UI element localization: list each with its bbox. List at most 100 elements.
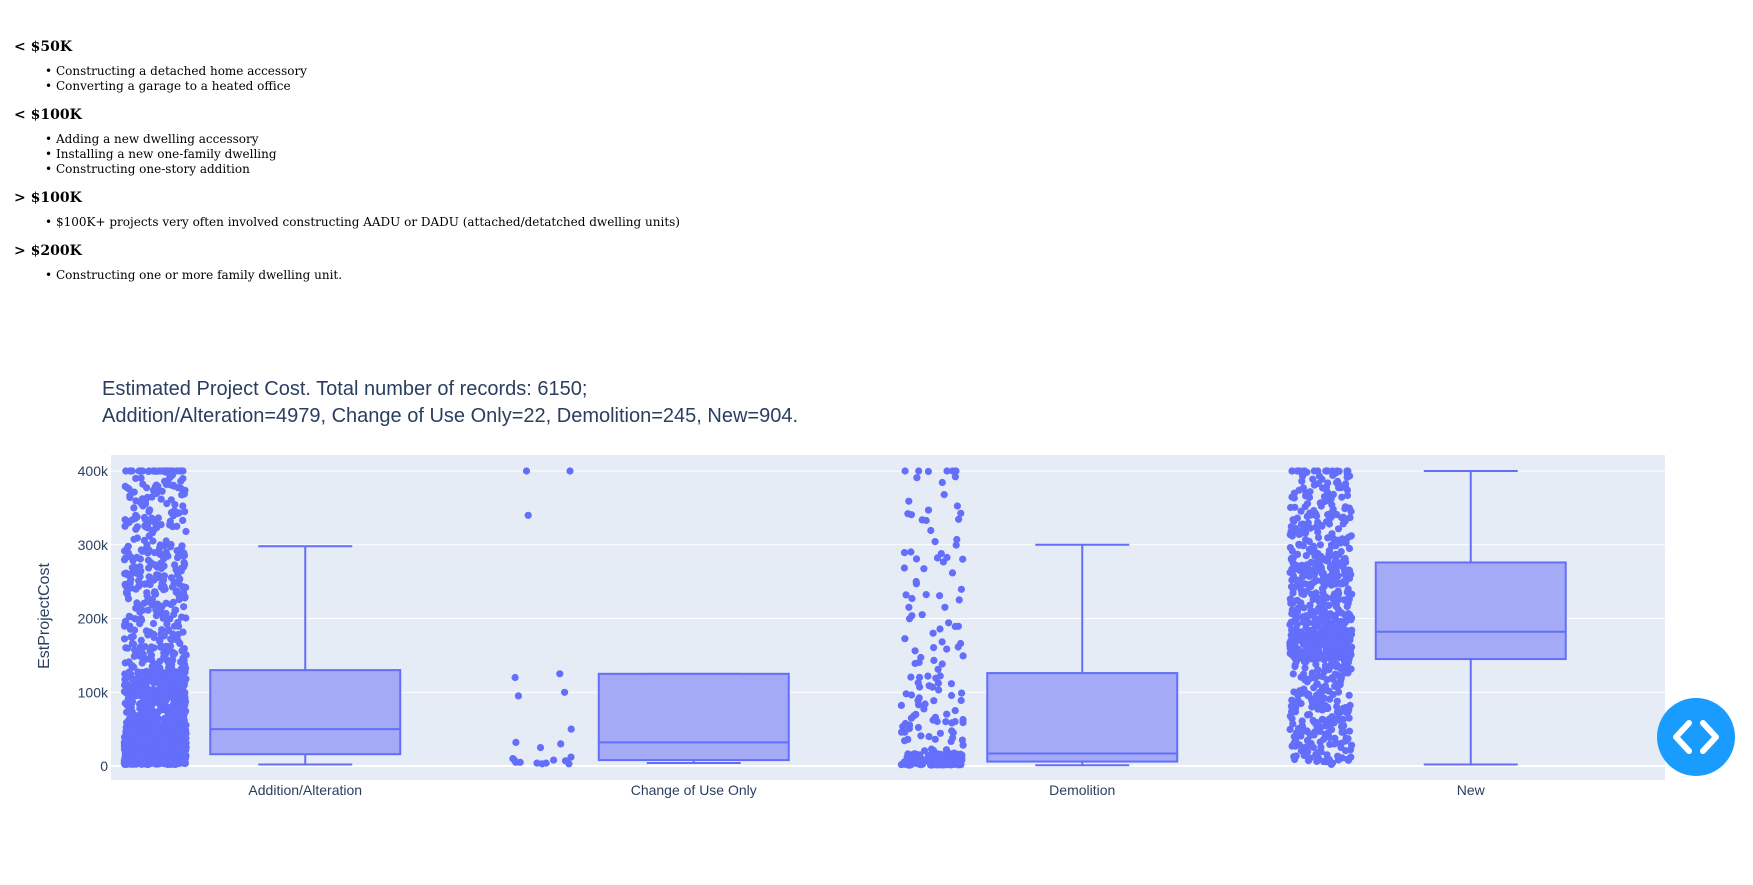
data-point — [126, 492, 134, 500]
data-point — [924, 672, 932, 680]
data-point — [179, 516, 187, 524]
data-point — [1309, 592, 1317, 600]
data-point — [902, 591, 910, 599]
data-point — [1323, 579, 1331, 587]
data-point — [957, 509, 965, 517]
data-point — [1327, 572, 1335, 580]
data-point — [124, 719, 132, 727]
data-point — [1341, 517, 1349, 525]
data-point — [182, 583, 190, 592]
data-point — [148, 599, 156, 607]
data-point — [182, 721, 190, 729]
note-item: Converting a garage to a heated office — [45, 79, 680, 94]
data-point — [120, 635, 129, 643]
data-point — [157, 559, 165, 567]
data-point — [125, 750, 133, 758]
data-point — [1288, 576, 1296, 584]
data-point — [1313, 607, 1322, 615]
data-point — [1321, 730, 1329, 738]
data-point — [1298, 722, 1306, 730]
data-point — [938, 660, 946, 668]
data-point — [1326, 514, 1334, 522]
data-point — [130, 725, 138, 733]
data-point — [152, 755, 160, 764]
data-point — [925, 733, 933, 741]
data-point — [1342, 480, 1350, 488]
data-point — [1312, 616, 1320, 624]
data-point — [179, 628, 187, 636]
data-point — [171, 650, 179, 658]
data-point — [912, 577, 920, 586]
data-point — [908, 594, 916, 603]
data-point — [1325, 520, 1333, 528]
data-point — [150, 517, 158, 526]
data-point — [1304, 567, 1313, 576]
data-point — [1288, 467, 1296, 475]
data-point — [1314, 533, 1323, 542]
data-point — [145, 532, 153, 540]
data-point — [900, 549, 909, 557]
data-point — [922, 516, 930, 525]
code-toggle-button[interactable] — [1657, 698, 1735, 776]
data-point — [171, 561, 179, 569]
data-point — [943, 467, 951, 475]
data-point — [1306, 601, 1314, 609]
data-point — [1338, 535, 1346, 543]
data-point — [1322, 718, 1330, 726]
data-point — [914, 697, 922, 705]
data-point — [958, 756, 966, 764]
data-point — [1306, 524, 1314, 532]
data-points — [120, 467, 1356, 769]
data-point — [1338, 493, 1346, 501]
note-item: Constructing a detached home accessory — [45, 64, 680, 79]
data-point — [136, 617, 144, 625]
data-point — [151, 467, 159, 475]
note-item: $100K+ projects very often involved cons… — [45, 215, 680, 230]
data-point — [153, 523, 161, 532]
data-point — [918, 611, 926, 619]
data-point — [158, 642, 167, 651]
data-point — [1324, 534, 1332, 542]
data-point — [1310, 507, 1318, 515]
data-point — [166, 517, 174, 525]
data-point — [951, 473, 960, 481]
chart-title-line-2: Addition/Alteration=4979, Change of Use … — [102, 405, 799, 427]
axes: 0 100k 200k 300k 400k Addition/Alteration Chan… — [78, 463, 1486, 798]
data-point — [1293, 646, 1301, 654]
data-point — [167, 496, 175, 504]
data-point — [1297, 507, 1305, 515]
data-point — [174, 636, 182, 645]
data-point — [1324, 479, 1332, 487]
data-point — [144, 579, 152, 587]
data-point — [1313, 512, 1321, 520]
data-point — [1334, 671, 1342, 679]
data-point — [1332, 540, 1340, 548]
data-point — [146, 506, 154, 514]
data-point — [150, 561, 159, 569]
data-point — [959, 555, 967, 563]
data-point — [130, 663, 138, 671]
data-point — [1333, 703, 1341, 711]
data-point — [145, 749, 153, 757]
data-point — [1323, 488, 1331, 496]
data-point — [921, 700, 929, 708]
data-point — [125, 668, 133, 676]
data-point — [1345, 691, 1353, 699]
note-list-under-100k: Adding a new dwelling accessory Installi… — [14, 132, 680, 177]
data-point — [935, 686, 943, 694]
data-point — [514, 692, 523, 700]
data-point — [930, 746, 938, 755]
data-point — [137, 474, 145, 482]
data-point — [1304, 711, 1312, 719]
data-point — [144, 606, 152, 614]
data-point — [1287, 523, 1295, 531]
data-point — [156, 636, 164, 644]
data-point — [1291, 661, 1299, 669]
data-point — [937, 550, 945, 558]
data-point — [949, 729, 957, 737]
data-point — [1299, 618, 1307, 626]
data-point — [1289, 720, 1297, 728]
data-point — [170, 507, 178, 515]
data-point — [1296, 687, 1304, 695]
data-point — [957, 639, 965, 648]
